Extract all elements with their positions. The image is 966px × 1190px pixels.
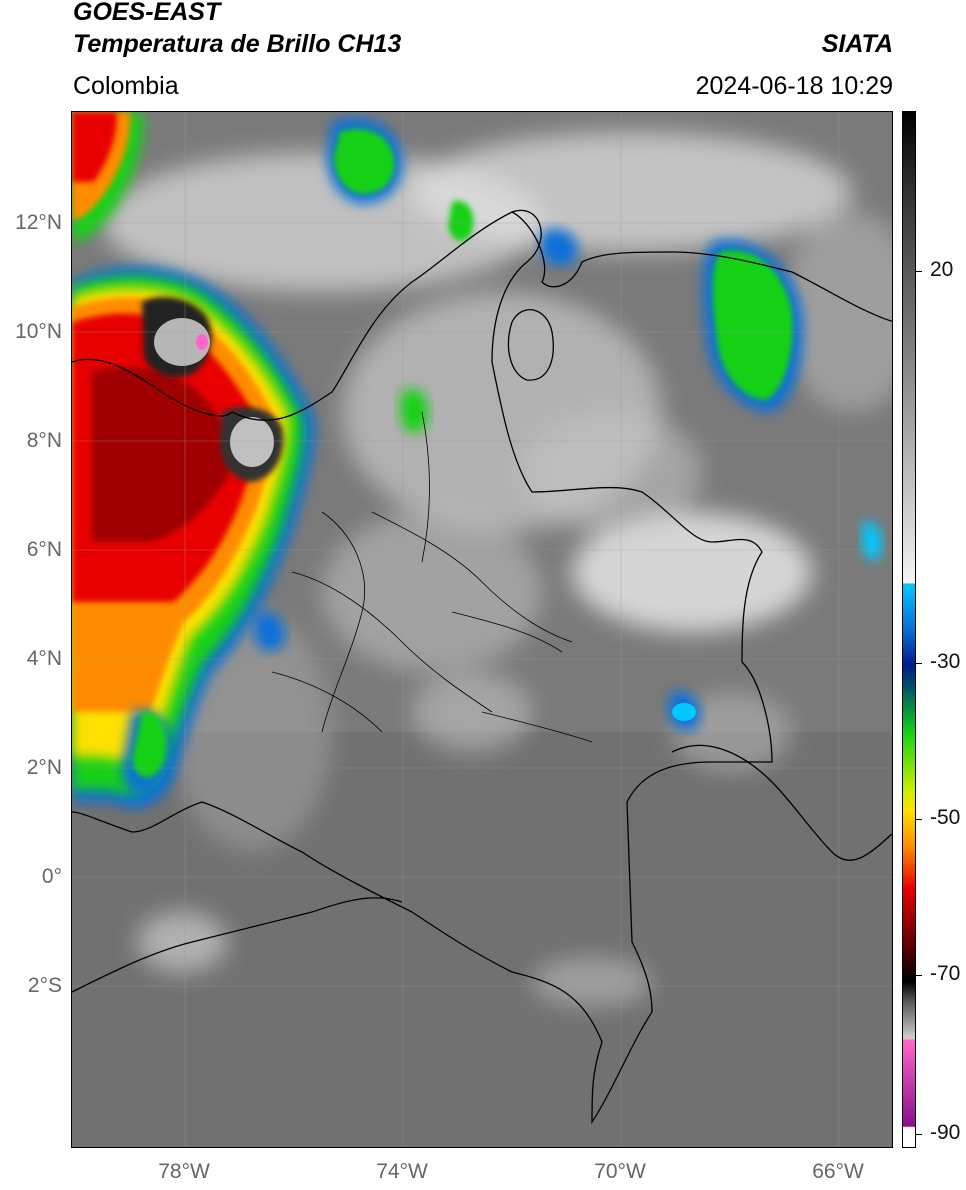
lat-label-8n: 8°N — [26, 429, 62, 452]
graticule — [72, 112, 892, 1147]
satellite-title: GOES-EAST — [73, 0, 221, 26]
colorbar-label-m90: -90 — [930, 1121, 961, 1144]
lat-label-4n: 4°N — [26, 647, 62, 670]
region-label: Colombia — [73, 72, 179, 100]
source-label: SIATA — [821, 30, 893, 58]
convective-system-nw — [72, 112, 143, 242]
lat-label-10n: 10°N — [15, 320, 62, 343]
product-title: Temperatura de Brillo CH13 — [73, 30, 402, 58]
lon-label-74w: 74°W — [376, 1160, 428, 1183]
lat-label-12n: 12°N — [15, 211, 62, 234]
satellite-map[interactable] — [71, 111, 893, 1148]
lat-label-0: 0° — [41, 865, 62, 888]
colorbar-label-m50: -50 — [930, 806, 961, 829]
caribbean-cells — [122, 118, 883, 795]
datetime-label: 2024-06-18 10:29 — [695, 72, 893, 100]
country-borders — [72, 209, 892, 1125]
lat-label-2n: 2°N — [26, 756, 62, 779]
colorbar-label-20: 20 — [930, 258, 954, 281]
convective-system-west — [72, 267, 315, 808]
temperature-colorbar — [902, 111, 916, 1148]
lat-label-2s: 2°S — [27, 974, 62, 997]
lon-label-66w: 66°W — [812, 1160, 864, 1183]
lon-label-70w: 70°W — [594, 1160, 646, 1183]
map-imagery — [72, 112, 892, 1147]
lon-label-78w: 78°W — [158, 1160, 210, 1183]
lat-label-6n: 6°N — [26, 538, 62, 561]
cloud-layer — [102, 132, 892, 1007]
colorbar-label-m30: -30 — [930, 650, 961, 673]
colorbar-label-m70: -70 — [930, 962, 961, 985]
